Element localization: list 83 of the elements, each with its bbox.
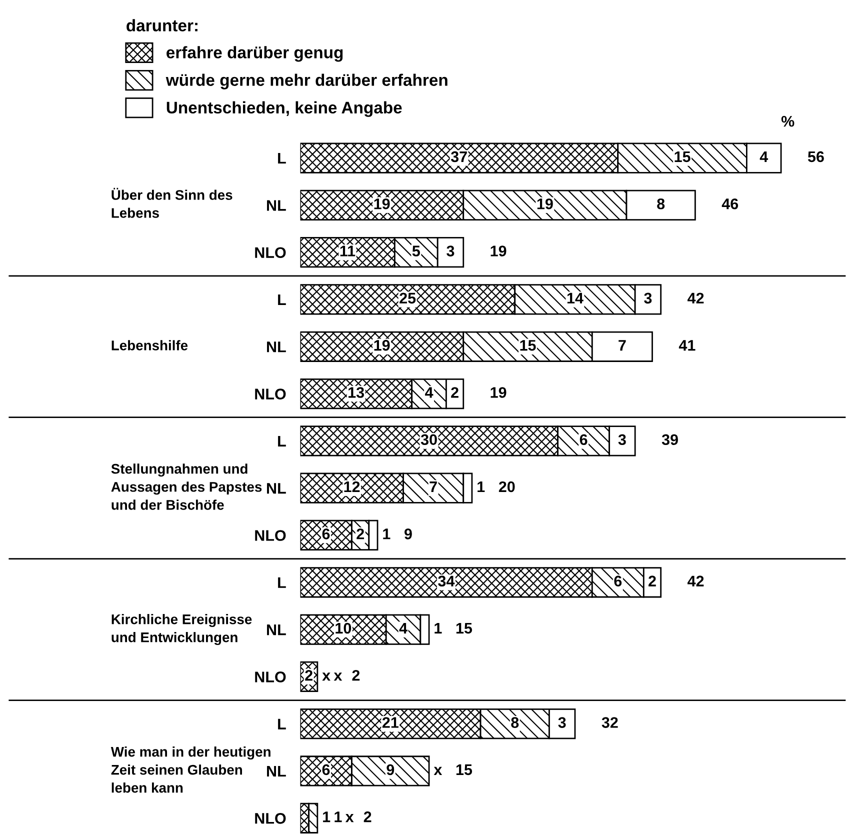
y-tick-label: L (278, 294, 286, 306)
total-label: 42 (688, 576, 704, 586)
data-label: 25 (400, 292, 416, 304)
data-label: 15 (674, 151, 690, 162)
data-label: 19 (537, 198, 553, 210)
data-label: 19 (374, 198, 390, 210)
text: Stellungnahmen und Aussagen des Papstes und der Bischöfe (111, 464, 262, 510)
data-label: 6 (614, 576, 622, 586)
text: x (434, 766, 442, 775)
legend-label: Unentschieden, keine Angabe (166, 101, 402, 117)
text: Kirchliche Ereignisse und Entwicklungen (112, 614, 252, 646)
legend-title: darunter: (126, 19, 198, 32)
text: x (322, 672, 330, 681)
total-label: 19 (490, 246, 506, 256)
text: x (345, 814, 354, 822)
data-label: 8 (511, 717, 519, 728)
y-tick-label: L (278, 153, 286, 164)
data-label: 4 (760, 151, 768, 162)
y-tick-label: NL (267, 342, 286, 352)
data-label: 4 (399, 622, 408, 634)
data-label: 2 (451, 387, 458, 398)
data-label: 6 (322, 764, 330, 776)
total-label: 2 (364, 811, 372, 822)
data-label: 2 (305, 670, 312, 681)
total-label: 20 (498, 481, 515, 492)
data-label: 37 (450, 151, 467, 162)
total-label: 9 (404, 528, 412, 540)
total-label: 32 (602, 717, 618, 728)
data-label: 12 (344, 481, 360, 492)
data-label: 1 (434, 622, 442, 634)
total-label: 39 (662, 434, 678, 446)
total-label: 41 (678, 340, 696, 351)
data-label: 21 (382, 717, 398, 728)
total-label: 56 (808, 151, 824, 162)
total-label: 15 (456, 622, 472, 634)
data-label: 3 (446, 246, 454, 256)
data-label: 19 (374, 340, 390, 351)
data-label: 34 (438, 576, 455, 587)
total-label: 42 (688, 292, 704, 304)
text: x (334, 672, 342, 681)
data-label: 1 (383, 528, 390, 540)
data-label: 1 (478, 482, 485, 492)
data-label: 7 (430, 482, 437, 492)
data-label: 6 (322, 528, 330, 540)
data-label: 3 (558, 717, 566, 728)
y-tick-label: NLO (255, 388, 286, 400)
text: Über den Sinn des Lebens (112, 188, 232, 218)
data-label: 6 (580, 434, 588, 446)
y-tick-label: L (278, 436, 286, 446)
data-label: 4 (425, 387, 434, 398)
y-tick-label: NLO (255, 247, 286, 258)
data-label: 1 (334, 812, 342, 822)
y-tick-label: L (278, 577, 286, 588)
total-label: 19 (490, 387, 506, 398)
data-label: 5 (412, 246, 420, 256)
y-tick-label: L (278, 718, 286, 730)
y-tick-label: NLO (255, 813, 286, 824)
y-tick-label: NL (267, 624, 286, 636)
legend-label: würde gerne mehr darüber erfahren (166, 74, 448, 90)
y-tick-label: NL (267, 483, 286, 494)
total-label: 46 (722, 198, 738, 210)
data-label: 15 (520, 340, 536, 351)
data-label: 30 (420, 434, 437, 446)
text: % (781, 116, 794, 127)
data-label: 14 (567, 292, 584, 304)
y-tick-label: NLO (255, 672, 286, 682)
data-label: 13 (348, 387, 364, 398)
total-label: 15 (456, 764, 472, 776)
data-label: 7 (618, 340, 626, 351)
y-tick-label: NL (267, 200, 286, 211)
data-label: 2 (356, 528, 364, 540)
legend-label: erfahre darüber genug (166, 46, 343, 62)
data-label: 8 (657, 198, 665, 210)
text: Lebenshilfe (112, 340, 188, 350)
data-label: 3 (618, 434, 626, 446)
total-label: 2 (352, 670, 360, 681)
y-tick-label: NLO (255, 530, 286, 541)
data-label: 10 (336, 622, 352, 634)
data-label: 2 (648, 576, 656, 586)
data-label: 9 (386, 764, 394, 776)
data-label: 11 (340, 246, 356, 256)
data-label: 1 (323, 812, 330, 822)
data-label: 3 (644, 292, 652, 304)
